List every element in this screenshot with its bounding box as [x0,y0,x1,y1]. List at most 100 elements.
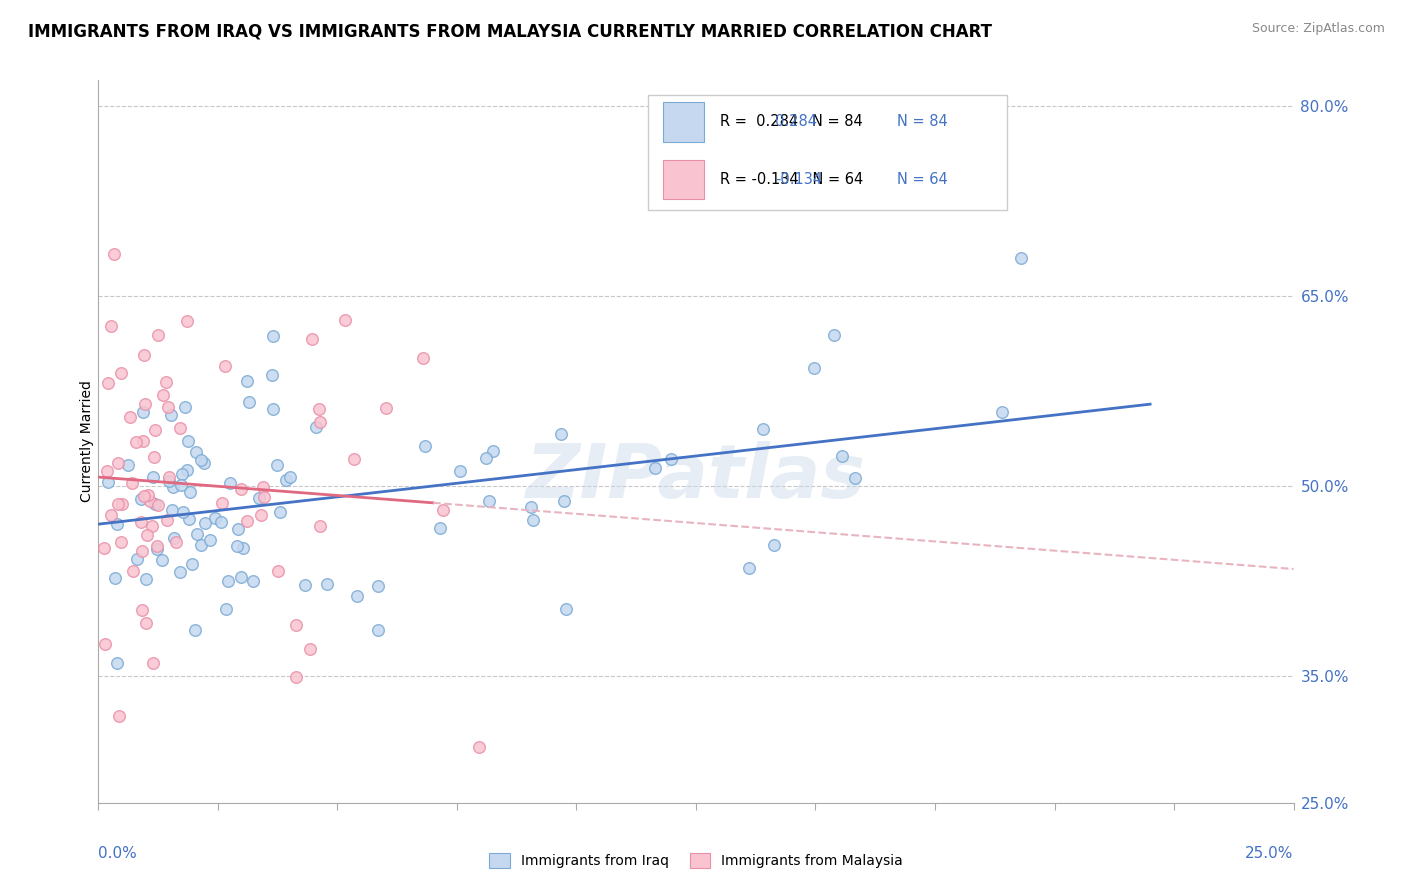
Point [229,482,252,496]
Point [298,642,321,657]
Text: -0.134: -0.134 [775,172,823,187]
Point [751,422,773,436]
Point [262,402,284,417]
Point [803,361,825,376]
Point [343,451,366,466]
Point [226,523,249,537]
Point [131,603,153,617]
Text: N = 64: N = 64 [897,172,948,187]
Point [226,539,249,553]
Point [142,470,165,484]
Point [269,505,291,519]
Point [211,515,233,529]
Point [169,565,191,579]
Point [146,328,169,343]
Point [482,444,505,458]
Point [146,541,169,556]
Point [346,589,368,603]
Point [474,450,496,465]
Point [367,578,389,592]
Point [146,498,169,512]
Point [152,387,174,401]
Point [170,467,193,481]
Point [135,616,157,631]
Point [194,516,217,530]
Point [555,602,578,616]
Text: 0.0%: 0.0% [98,847,138,861]
Point [1010,252,1032,266]
Point [301,332,323,346]
Point [242,574,264,588]
Point [125,434,148,449]
Point [107,709,129,723]
Point [550,426,572,441]
Point [169,478,191,492]
Point [110,535,132,549]
Point [111,497,134,511]
FancyBboxPatch shape [662,160,704,200]
Point [143,423,166,437]
Point [661,452,683,467]
Text: IMMIGRANTS FROM IRAQ VS IMMIGRANTS FROM MALAYSIA CURRENTLY MARRIED CORRELATION C: IMMIGRANTS FROM IRAQ VS IMMIGRANTS FROM … [28,22,993,40]
Point [96,464,118,478]
Point [183,623,205,637]
Point [250,508,273,523]
Point [181,557,204,571]
Point [285,618,308,632]
Text: 0.284: 0.284 [775,114,817,129]
Point [136,488,159,502]
Point [174,401,197,415]
Point [129,516,152,530]
Point [143,497,166,511]
Point [374,401,396,415]
Point [100,318,122,333]
Point [157,474,180,488]
Point [117,458,139,472]
Point [179,485,201,500]
Point [238,395,260,409]
Point [214,359,236,373]
Point [131,544,153,558]
Point [253,490,276,504]
Point [176,463,198,477]
Point [177,512,200,526]
Point [176,314,198,328]
Point [232,541,254,556]
Point [157,400,180,414]
Point [412,351,434,365]
Point [141,518,163,533]
Point [136,528,159,542]
Point [308,416,330,430]
Point [762,538,785,552]
Point [193,456,215,470]
Point [432,503,454,517]
Point [844,471,866,485]
Point [204,510,226,524]
Point [169,421,191,435]
Point [132,405,155,419]
Point [121,476,143,491]
Point [308,401,330,416]
Point [103,247,125,261]
Point [316,577,339,591]
Text: N = 84: N = 84 [897,114,948,129]
Point [429,521,451,535]
Point [738,561,761,575]
Point [107,517,129,532]
Legend: Immigrants from Iraq, Immigrants from Malaysia: Immigrants from Iraq, Immigrants from Ma… [489,854,903,868]
Point [285,670,308,684]
Point [139,494,162,508]
Point [831,450,853,464]
Point [211,496,233,510]
Point [142,450,165,465]
Point [305,420,328,434]
Point [252,480,274,494]
Point [215,602,238,616]
Point [131,491,153,506]
Point [165,535,187,549]
Point [644,461,666,475]
Text: R = -0.134   N = 64: R = -0.134 N = 64 [720,172,863,187]
Point [134,349,156,363]
Point [176,434,198,448]
Point [231,570,253,584]
